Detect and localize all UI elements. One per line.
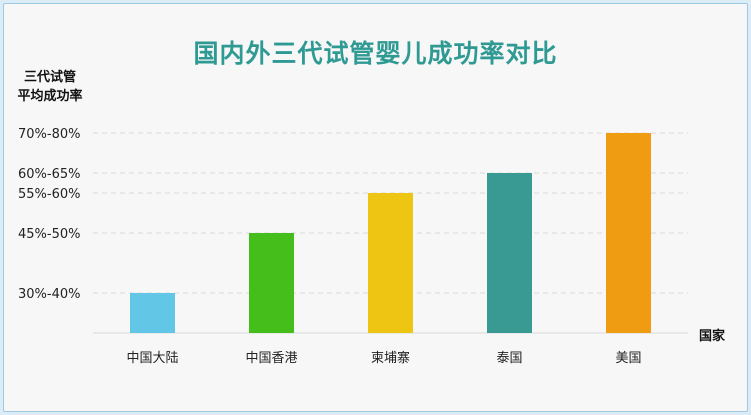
x-tick-label: 柬埔寨: [371, 350, 410, 366]
x-tick-label: 泰国: [496, 351, 522, 366]
bar: [487, 173, 532, 333]
y-tick-label: 60%-65%: [18, 167, 80, 182]
bar: [130, 293, 175, 333]
x-tick-label: 中国香港: [245, 351, 297, 366]
x-tick-label: 美国: [615, 351, 641, 366]
y-tick-label: 70%-80%: [18, 127, 80, 142]
x-tick-label: 中国大陆: [126, 350, 178, 366]
y-axis-label: 三代试管 平均成功率: [8, 68, 92, 106]
bar: [368, 193, 413, 333]
y-tick-label: 30%-40%: [18, 287, 80, 302]
y-axis-label-line-2: 平均成功率: [17, 89, 83, 104]
chart-title: 国内外三代试管婴儿成功率对比: [193, 39, 558, 68]
y-tick-label: 45%-50%: [18, 227, 80, 242]
bar: [249, 233, 294, 333]
x-axis-label: 国家: [699, 329, 726, 344]
bar: [606, 133, 651, 333]
y-axis-label-line-1: 三代试管: [23, 70, 76, 85]
y-tick-label: 55%-60%: [18, 187, 80, 202]
